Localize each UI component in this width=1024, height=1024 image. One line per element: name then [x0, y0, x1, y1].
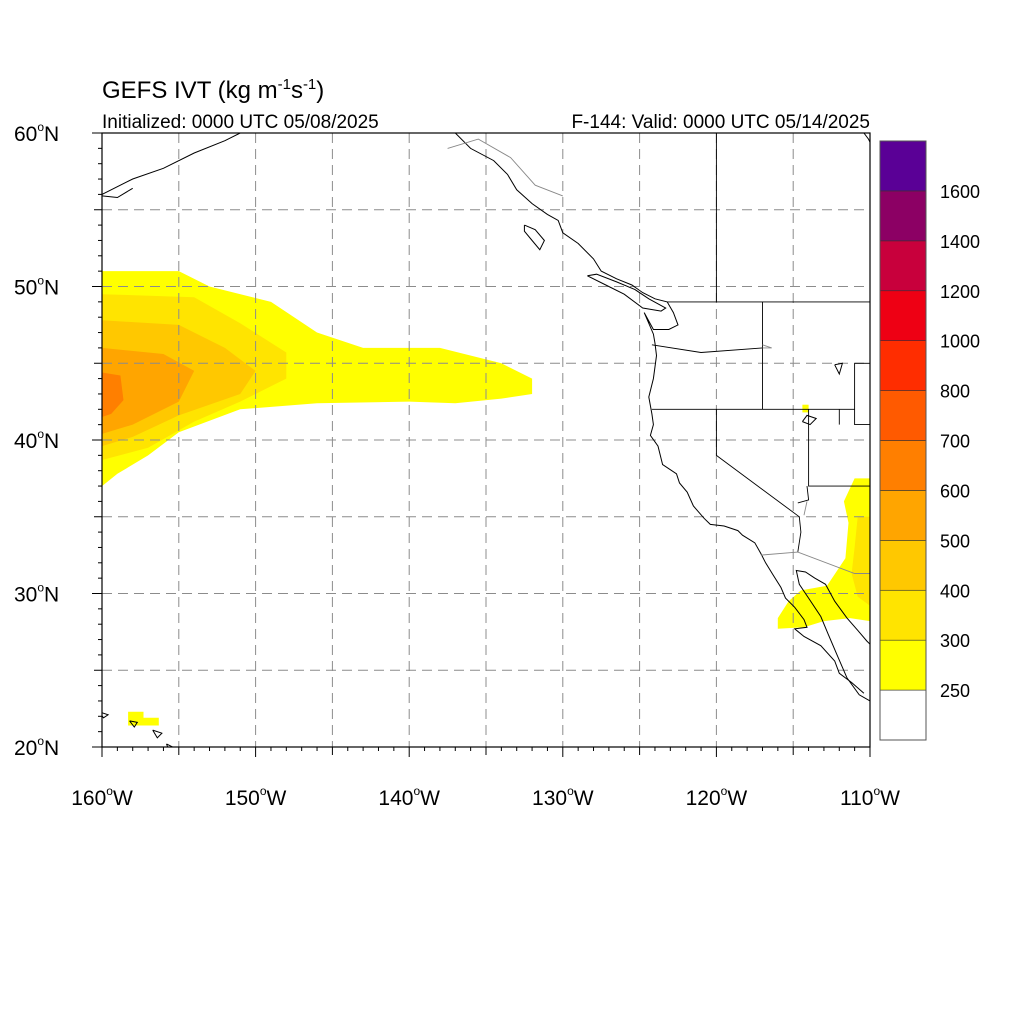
- colorbar-tick-label: 700: [940, 432, 970, 452]
- colorbar-swatch: [879, 140, 927, 192]
- coastline: [102, 712, 110, 719]
- political-border: [797, 486, 810, 504]
- colorbar-swatch: [879, 240, 927, 292]
- coastline: [523, 224, 545, 251]
- coastline: [152, 729, 163, 739]
- coastline: [102, 187, 133, 199]
- baja-moisture-ivt-fill: [851, 516, 870, 606]
- lon-tick-label: 140oW: [378, 784, 440, 810]
- atmospheric-river-ivt-fill: [102, 372, 124, 417]
- coastline: [129, 720, 139, 728]
- lon-tick-label: 130oW: [532, 784, 594, 810]
- colorbar-tick-label: 250: [940, 681, 970, 701]
- colorbar: 250 300 400 500 600 700 800 1000 1200 1400 1600: [879, 140, 980, 741]
- colorbar-tick-label: 600: [940, 481, 970, 501]
- political-border: [447, 138, 563, 197]
- colorbar-tick-label: 800: [940, 382, 970, 402]
- map-title: GEFS IVT (kg m-1s-1): [102, 76, 324, 104]
- lon-tick-label: 160oW: [71, 784, 133, 810]
- gridlines: [102, 133, 870, 747]
- lon-tick-label: 110oW: [840, 784, 900, 810]
- political-border: [854, 363, 870, 426]
- axis-tick-labels: 60oN 50oN 40oN 30oN 20oN 160oW 150oW 140oW 130oW…: [14, 120, 900, 810]
- lat-tick-label: 30oN: [14, 581, 59, 607]
- political-border: [803, 501, 808, 516]
- coastline: [454, 133, 865, 694]
- political-border: [797, 516, 802, 553]
- lat-tick-label: 50oN: [14, 274, 59, 300]
- colorbar-swatch: [879, 689, 927, 741]
- coastline: [102, 133, 241, 195]
- colorbar-tick-label: 1200: [940, 282, 980, 302]
- nevada-speck-ivt-fill: [802, 404, 809, 413]
- colorbar-swatch: [879, 639, 927, 691]
- colorbar-tick-label: 400: [940, 581, 970, 601]
- geographic-outlines: [102, 133, 870, 747]
- coastline: [795, 569, 870, 702]
- baja-moisture-ivt-fill: [777, 478, 870, 629]
- colorbar-tick-label: 300: [940, 631, 970, 651]
- colorbar-frame: [879, 140, 927, 741]
- coastline: [587, 273, 667, 312]
- political-border: [651, 344, 763, 353]
- colorbar-tick-label: 1000: [940, 332, 980, 352]
- political-border: [762, 344, 772, 349]
- colorbar-tick-label: 1600: [940, 182, 980, 202]
- map-panel: 60oN 50oN 40oN 30oN 20oN 160oW 150oW 140oW 130oW…: [14, 120, 900, 810]
- axis-ticks: [92, 132, 871, 757]
- valid-time-label: F-144: Valid: 0000 UTC 05/14/2025: [571, 112, 870, 133]
- colorbar-swatch: [879, 589, 927, 641]
- political-border: [715, 409, 800, 518]
- colorbar-swatch: [879, 190, 927, 242]
- colorbar-swatch: [879, 440, 927, 491]
- lon-tick-label: 120oW: [686, 784, 748, 810]
- political-border: [808, 409, 870, 487]
- lon-tick-label: 150oW: [225, 784, 287, 810]
- initialized-label: Initialized: 0000 UTC 05/08/2025: [102, 112, 379, 133]
- coastline: [801, 414, 818, 426]
- coastline: [834, 362, 844, 376]
- lat-tick-label: 40oN: [14, 427, 59, 453]
- lat-tick-label: 60oN: [14, 120, 59, 146]
- colorbar-swatch: [879, 490, 927, 541]
- colorbar-swatch: [879, 290, 927, 341]
- atmospheric-river-ivt-fill: [102, 347, 195, 434]
- political-border: [760, 551, 870, 574]
- colorbar-tick-label: 1400: [940, 232, 980, 252]
- colorbar-swatch: [879, 340, 927, 391]
- lat-tick-label: 20oN: [14, 734, 59, 760]
- colorbar-swatch: [879, 390, 927, 441]
- colorbar-swatch: [879, 540, 927, 591]
- colorbar-tick-label: 500: [940, 531, 970, 551]
